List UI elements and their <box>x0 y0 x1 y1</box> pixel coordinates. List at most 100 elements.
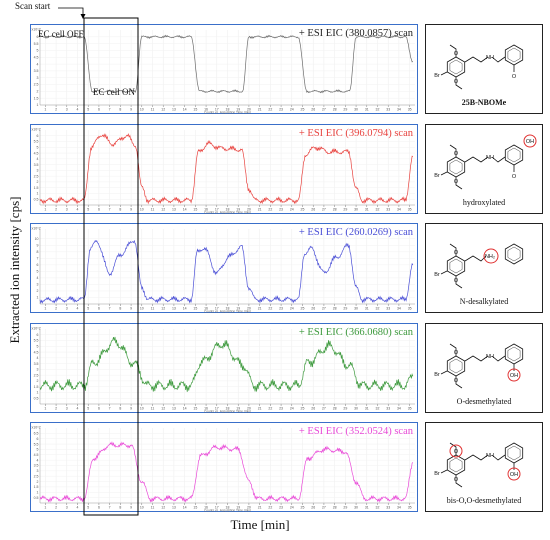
x-tick-label: 35 <box>408 506 412 510</box>
x-tick-label: 21 <box>258 407 262 411</box>
y-tick-label: 5.5 <box>34 339 39 343</box>
y-tick-label: 0.5 <box>34 496 39 500</box>
x-tick-label: 20 <box>247 108 251 112</box>
x-tick-label: 28 <box>333 307 337 311</box>
x-tick-label: 19 <box>236 407 240 411</box>
x-tick-label: 35 <box>408 307 412 311</box>
x-tick-label: 15 <box>193 108 197 112</box>
x-tick-label: 9 <box>130 506 132 510</box>
y-tick-label: 2.5 <box>34 83 39 87</box>
x-tick-label: 8 <box>119 208 121 212</box>
y-tick-label: 2 <box>37 180 39 184</box>
y-tick-label: 4.5 <box>34 350 39 354</box>
molecule-drawing: Br O O NH OH <box>434 343 524 389</box>
x-tick-label: 14 <box>183 407 187 411</box>
ring-a-inner <box>449 457 463 473</box>
bromine-atom-label: Br <box>434 73 440 79</box>
modification-circle <box>507 467 521 481</box>
bromine-atom-label: Br <box>434 272 440 278</box>
y-tick-label: 5 <box>37 146 39 150</box>
x-tick-label: 10 <box>140 108 144 112</box>
x-tick-label: 24 <box>290 407 294 411</box>
x-tick-label: 14 <box>183 108 187 112</box>
chart-panel: 1 2 3 4 5 6 7 8 9 10 11 12 13 14 15 16 17 18 19 20 21 22 23 24 2… <box>30 24 418 114</box>
y-tick-label: 2.5 <box>34 373 39 377</box>
x-tick-label: 3 <box>66 407 68 411</box>
series-trace <box>39 336 414 392</box>
x-tick-label: 5 <box>87 108 89 112</box>
x-tick-label: 8 <box>119 506 121 510</box>
x-tick-label: 15 <box>193 208 197 212</box>
ortho-substituent-label: O <box>512 174 517 180</box>
modification-circle <box>449 444 463 458</box>
substituent-bonds <box>440 243 463 289</box>
y-tick-label: 5.5 <box>34 442 39 446</box>
molecule-name: hydroxylated <box>462 198 506 207</box>
x-tick-label: 34 <box>397 407 401 411</box>
oxygen-atom-label: O <box>454 51 459 57</box>
x-tick-label: 2 <box>55 506 57 510</box>
x-tick-label: 10 <box>140 307 144 311</box>
bromine-atom-label: Br <box>434 471 440 477</box>
x-tick-label: 27 <box>322 208 326 212</box>
x-tick-label: 12 <box>161 108 165 112</box>
y-tick-label: 6.5 <box>34 432 39 436</box>
y-tick-label: 3 <box>37 283 39 287</box>
x-tick-label: 1 <box>44 506 46 510</box>
x-tick-label: 24 <box>290 108 294 112</box>
ec-off-label: EC cell OFF <box>38 29 84 39</box>
x-tick-label: 31 <box>365 307 369 311</box>
x-tick-label: 17 <box>215 307 219 311</box>
x-tick-label: 27 <box>322 108 326 112</box>
ortho-substituent-label: O <box>512 74 517 80</box>
ring-a-inner <box>449 159 463 175</box>
x-tick-label: 21 <box>258 108 262 112</box>
x-tick-label: 20 <box>247 407 251 411</box>
x-tick-label: 11 <box>151 208 155 212</box>
nitrogen-atom-label: NH <box>486 55 494 61</box>
ring-b-inner <box>507 445 521 461</box>
x-tick-label: 24 <box>290 208 294 212</box>
y-tick-label: 1.5 <box>34 385 39 389</box>
scan-start-label: Scan start <box>15 1 51 11</box>
x-tick-label: 26 <box>311 208 315 212</box>
x-tick-label: 3 <box>66 307 68 311</box>
molecule-drawing: Br O O NH O OH <box>434 134 537 190</box>
x-tick-label: 8 <box>119 108 121 112</box>
x-tick-label: 32 <box>376 407 380 411</box>
x-tick-label: 20 <box>247 506 251 510</box>
x-tick-label: 22 <box>268 208 272 212</box>
y-tick-label: 2 <box>37 90 39 94</box>
x-tick-label: 15 <box>193 307 197 311</box>
y-tick-label: 4 <box>37 356 39 360</box>
ring-b-inner <box>507 246 521 262</box>
y-tick-label: 3.5 <box>34 163 39 167</box>
x-tick-label: 30 <box>354 307 358 311</box>
oxygen-atom-label: O <box>454 179 459 185</box>
scan-start-arrowhead <box>80 14 86 19</box>
x-tick-label: 29 <box>343 307 347 311</box>
x-tick-label: 19 <box>236 108 240 112</box>
y-tick-label: 5 <box>37 345 39 349</box>
x-tick-label: 10 <box>140 407 144 411</box>
x-tick-label: 27 <box>322 407 326 411</box>
y-tick-label: 3.5 <box>34 362 39 366</box>
molecule-name: 25B-NBOMe <box>461 98 507 107</box>
substituent-bonds <box>440 442 463 488</box>
x-tick-label: 30 <box>354 108 358 112</box>
x-tick-label: 1 <box>44 208 46 212</box>
y-tick-label: 1 <box>37 103 39 107</box>
x-tick-label: 13 <box>172 307 176 311</box>
x-tick-label: 25 <box>301 108 305 112</box>
y-tick-label: 4 <box>37 276 39 280</box>
y-tick-label: 6 <box>37 333 39 337</box>
chain-bonds <box>464 255 487 262</box>
chart-title: + ESI EIC (396.0794) scan <box>298 128 413 139</box>
x-tick-label: 6 <box>98 208 100 212</box>
y-tick-label: 2 <box>37 379 39 383</box>
ring-a-inner <box>449 59 463 75</box>
x-tick-label: 16 <box>204 208 208 212</box>
x-tick-label: 20 <box>247 208 251 212</box>
x-tick-label: 12 <box>161 506 165 510</box>
